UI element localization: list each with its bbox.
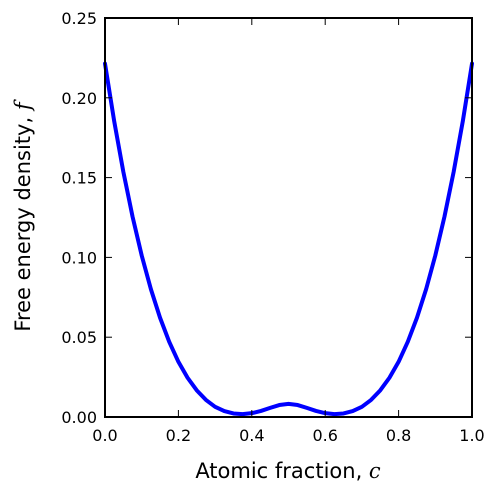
- y-tick-label: 0.25: [61, 9, 97, 28]
- x-tick-label: 0.8: [386, 426, 411, 445]
- x-axis-label: Atomic fraction, c: [195, 459, 381, 483]
- y-tick-label: 0.20: [61, 89, 97, 108]
- y-tick-label: 0.10: [61, 248, 97, 267]
- x-tick-label: 1.0: [459, 426, 484, 445]
- y-tick-label: 0.15: [61, 169, 97, 188]
- y-tick-label: 0.00: [61, 408, 97, 427]
- plot-marks: [103, 61, 474, 417]
- x-tick-label: 0.4: [239, 426, 264, 445]
- plot-frame: [104, 17, 473, 418]
- series-line-0: [103, 61, 474, 417]
- y-tick-label: 0.05: [61, 328, 97, 347]
- x-tick-label: 0.2: [166, 426, 191, 445]
- tick-group: 0.0 0.2 0.4 0.6 0.8 1.0 0.00 0.05 0.10 0.15 0.20 0.…: [61, 9, 484, 445]
- x-tick-label: 0.0: [92, 426, 117, 445]
- x-tick-label: 0.6: [312, 426, 337, 445]
- y-axis-label: Free energy density, f: [11, 99, 35, 331]
